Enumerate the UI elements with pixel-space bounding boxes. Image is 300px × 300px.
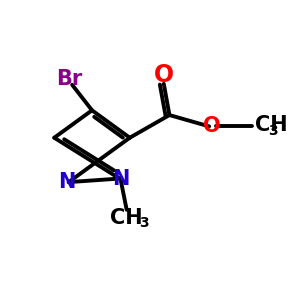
Text: N: N [58,172,76,192]
Text: Br: Br [56,69,82,89]
Text: 3: 3 [268,124,278,138]
Text: CH: CH [254,115,287,135]
Text: CH: CH [110,208,143,228]
Text: O: O [203,116,221,136]
Text: 3: 3 [139,216,148,230]
Text: O: O [154,63,174,87]
Text: N: N [112,169,130,189]
